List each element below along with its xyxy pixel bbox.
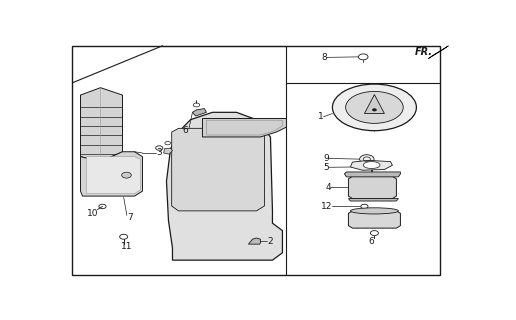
Ellipse shape bbox=[332, 84, 416, 131]
Ellipse shape bbox=[350, 208, 398, 214]
Ellipse shape bbox=[346, 92, 403, 123]
Circle shape bbox=[122, 172, 131, 178]
Polygon shape bbox=[249, 238, 261, 244]
Text: 8: 8 bbox=[321, 53, 327, 62]
Polygon shape bbox=[80, 152, 142, 196]
Text: FR.: FR. bbox=[414, 47, 432, 57]
Text: 7: 7 bbox=[127, 212, 134, 221]
Polygon shape bbox=[87, 157, 140, 194]
Circle shape bbox=[373, 108, 377, 111]
Text: 5: 5 bbox=[324, 163, 329, 172]
Polygon shape bbox=[80, 88, 122, 162]
Text: 1: 1 bbox=[318, 112, 324, 121]
Polygon shape bbox=[164, 148, 172, 154]
Polygon shape bbox=[345, 172, 400, 177]
Text: 4: 4 bbox=[325, 183, 331, 192]
Polygon shape bbox=[364, 95, 384, 114]
Polygon shape bbox=[348, 198, 398, 201]
Text: 6: 6 bbox=[368, 237, 374, 246]
Text: 11: 11 bbox=[121, 242, 132, 251]
Polygon shape bbox=[348, 176, 396, 198]
Text: 6: 6 bbox=[183, 126, 188, 135]
Polygon shape bbox=[350, 160, 392, 170]
Polygon shape bbox=[192, 108, 206, 116]
Polygon shape bbox=[202, 118, 286, 137]
Text: 3: 3 bbox=[156, 148, 162, 157]
Polygon shape bbox=[428, 46, 448, 59]
Polygon shape bbox=[348, 211, 400, 228]
Ellipse shape bbox=[363, 162, 380, 169]
Circle shape bbox=[360, 155, 374, 164]
Polygon shape bbox=[172, 128, 265, 211]
Text: 12: 12 bbox=[321, 202, 333, 211]
Text: 2: 2 bbox=[268, 237, 273, 246]
Text: 10: 10 bbox=[87, 209, 98, 218]
Polygon shape bbox=[167, 112, 282, 260]
Text: 9: 9 bbox=[323, 154, 329, 163]
